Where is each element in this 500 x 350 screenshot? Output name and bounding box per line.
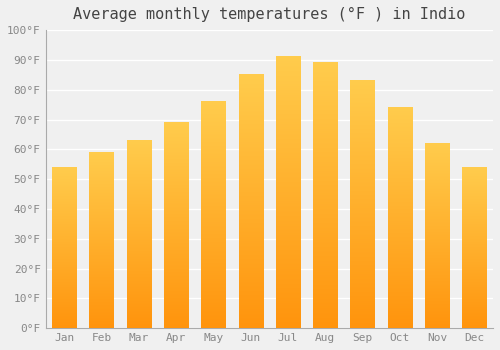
Title: Average monthly temperatures (°F ) in Indio: Average monthly temperatures (°F ) in In… bbox=[73, 7, 466, 22]
